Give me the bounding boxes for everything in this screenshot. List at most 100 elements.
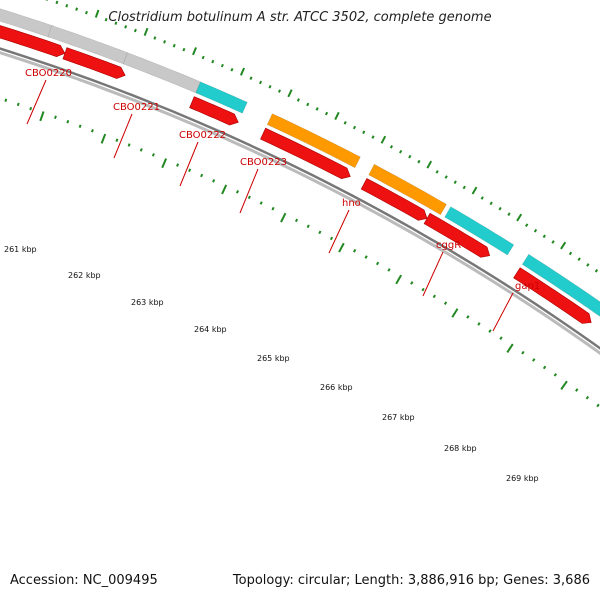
outer-tick — [426, 160, 433, 169]
inner-tick — [212, 179, 216, 183]
gene-label-leader — [422, 251, 444, 297]
gene-label-leader — [239, 168, 259, 214]
inner-tick — [499, 336, 503, 340]
genome-summary: Topology: circular; Length: 3,886,916 bp… — [232, 573, 590, 588]
outer-tick — [489, 201, 493, 206]
gene-label[interactable]: hno — [342, 198, 361, 209]
inner-tick — [247, 195, 251, 200]
inner-tick — [506, 343, 514, 354]
outer-tick — [315, 107, 319, 111]
cds-band[interactable] — [444, 206, 515, 256]
cds-band[interactable] — [195, 81, 248, 114]
outer-tick — [586, 263, 590, 267]
inner-tick — [188, 168, 192, 173]
outer-tick — [516, 213, 523, 222]
cds-arrow[interactable] — [189, 96, 239, 126]
inner-tick — [100, 133, 107, 144]
inner-tick — [16, 102, 20, 107]
kbp-label: 268 kbp — [444, 444, 477, 453]
cds-arrow[interactable] — [423, 212, 491, 258]
outer-tick — [306, 102, 310, 107]
cds-band[interactable] — [122, 52, 201, 94]
outer-tick — [268, 84, 272, 89]
feature-layer — [0, 0, 600, 356]
cds-band[interactable] — [521, 253, 600, 320]
inner-tick — [306, 224, 310, 229]
map-title: Clostridium botulinum A str. ATCC 3502, … — [108, 10, 492, 25]
kbp-label: 266 kbp — [320, 383, 353, 392]
inner-tick — [488, 329, 492, 333]
outer-tick — [45, 0, 48, 1]
kbp-label: 264 kbp — [194, 325, 227, 334]
outer-tick — [525, 223, 529, 227]
inner-tick — [596, 403, 600, 408]
inner-tick — [443, 301, 448, 305]
inner-tick — [575, 388, 579, 392]
label-layer: CBO0220 CBO0221 CBO0222 CBO0223 hno cggR gap1 2… — [4, 68, 540, 483]
outer-tick — [462, 185, 466, 190]
gene-label[interactable]: CBO0222 — [179, 130, 226, 141]
outer-tick — [230, 68, 234, 72]
inner-tick — [221, 184, 228, 195]
outer-tick — [444, 175, 448, 179]
gene-label-leader — [328, 209, 350, 254]
inner-tick — [259, 201, 263, 205]
inner-tick — [271, 206, 275, 211]
outer-tick — [192, 47, 197, 56]
outer-tick — [334, 111, 340, 120]
inner-tick — [139, 148, 143, 152]
kbp-label: 262 kbp — [68, 271, 101, 280]
inner-tick — [353, 248, 357, 253]
inner-tick — [29, 106, 33, 111]
outer-tick — [417, 159, 421, 164]
outer-tick — [163, 40, 167, 44]
gene-label[interactable]: cggR — [436, 240, 461, 251]
cds-arrow[interactable] — [513, 267, 592, 324]
gene-label-leader — [179, 141, 199, 187]
inner-tick — [542, 365, 547, 370]
inner-tick — [521, 350, 525, 355]
inner-tick — [329, 236, 334, 241]
tick-layer — [4, 0, 600, 408]
gene-label[interactable]: CBO0223 — [240, 157, 287, 168]
cds-arrow[interactable] — [0, 25, 66, 58]
outer-tick — [143, 27, 149, 37]
outer-tick — [507, 212, 511, 216]
inner-tick — [78, 124, 82, 128]
kbp-label: 267 kbp — [382, 413, 415, 422]
inner-tick — [39, 111, 45, 122]
gene-label-leader — [492, 292, 514, 332]
gene-label[interactable]: gap1 — [515, 281, 540, 292]
outer-tick — [594, 269, 599, 273]
cds-arrow[interactable] — [360, 178, 428, 221]
inner-tick — [115, 138, 119, 142]
cds-arrow[interactable] — [260, 127, 351, 180]
outer-tick — [94, 9, 100, 18]
inner-tick — [338, 242, 345, 253]
gene-label[interactable]: CBO0220 — [25, 68, 72, 79]
cds-band[interactable] — [266, 113, 361, 169]
inner-tick — [90, 129, 94, 133]
gene-label[interactable]: CBO0221 — [113, 102, 160, 113]
inner-tick — [553, 373, 558, 377]
inner-tick — [364, 255, 368, 259]
outer-tick — [371, 135, 375, 139]
outer-tick — [75, 7, 79, 11]
outer-tick — [277, 89, 282, 93]
inner-tick — [176, 163, 180, 167]
outer-tick — [352, 125, 357, 130]
outer-tick — [362, 130, 366, 135]
cds-band[interactable] — [368, 163, 447, 216]
outer-tick — [133, 28, 137, 33]
outer-tick — [389, 145, 394, 149]
outer-tick — [182, 47, 186, 52]
accession-text: Accession: NC_009495 — [10, 573, 158, 588]
outer-tick — [201, 55, 205, 60]
outer-tick — [239, 67, 246, 76]
outer-tick — [259, 80, 263, 85]
outer-tick — [380, 135, 387, 144]
cds-band[interactable] — [0, 0, 54, 38]
gene-label-leader — [26, 79, 47, 125]
cds-arrow[interactable] — [62, 47, 126, 79]
